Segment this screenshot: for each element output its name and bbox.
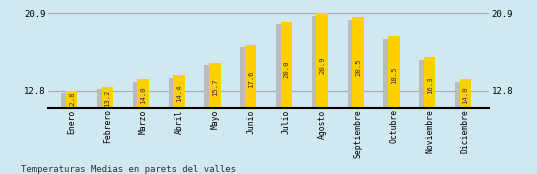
Text: 14.0: 14.0 (462, 86, 468, 104)
Text: 20.5: 20.5 (355, 58, 361, 76)
Bar (101, 87, 113, 108)
Text: 12.8: 12.8 (69, 91, 75, 109)
Text: 15.7: 15.7 (212, 79, 218, 96)
Text: 14.0: 14.0 (140, 86, 146, 104)
Bar (169, 78, 180, 108)
Bar (312, 16, 323, 108)
Bar (133, 82, 144, 108)
Bar (205, 65, 216, 108)
Text: 16.3: 16.3 (426, 76, 433, 94)
Bar (316, 13, 328, 108)
Bar (388, 36, 400, 108)
Bar (61, 93, 72, 108)
Text: 20.0: 20.0 (284, 61, 289, 78)
Bar (352, 17, 364, 108)
Bar (240, 47, 252, 108)
Bar (455, 82, 467, 108)
Text: 20.9: 20.9 (319, 57, 325, 74)
Text: Temperaturas Medias en parets del valles: Temperaturas Medias en parets del valles (21, 165, 236, 174)
Bar (245, 45, 256, 108)
Bar (424, 57, 436, 108)
Bar (137, 79, 149, 108)
Bar (383, 39, 395, 108)
Bar (276, 24, 287, 108)
Text: 13.2: 13.2 (104, 90, 111, 107)
Text: 14.4: 14.4 (176, 85, 182, 102)
Bar (66, 91, 77, 108)
Bar (281, 22, 292, 108)
Text: 18.5: 18.5 (391, 67, 397, 84)
Bar (209, 63, 221, 108)
Bar (419, 60, 431, 108)
Bar (173, 76, 185, 108)
Bar (97, 89, 108, 108)
Text: 17.6: 17.6 (248, 71, 253, 88)
Bar (460, 79, 471, 108)
Bar (347, 20, 359, 108)
